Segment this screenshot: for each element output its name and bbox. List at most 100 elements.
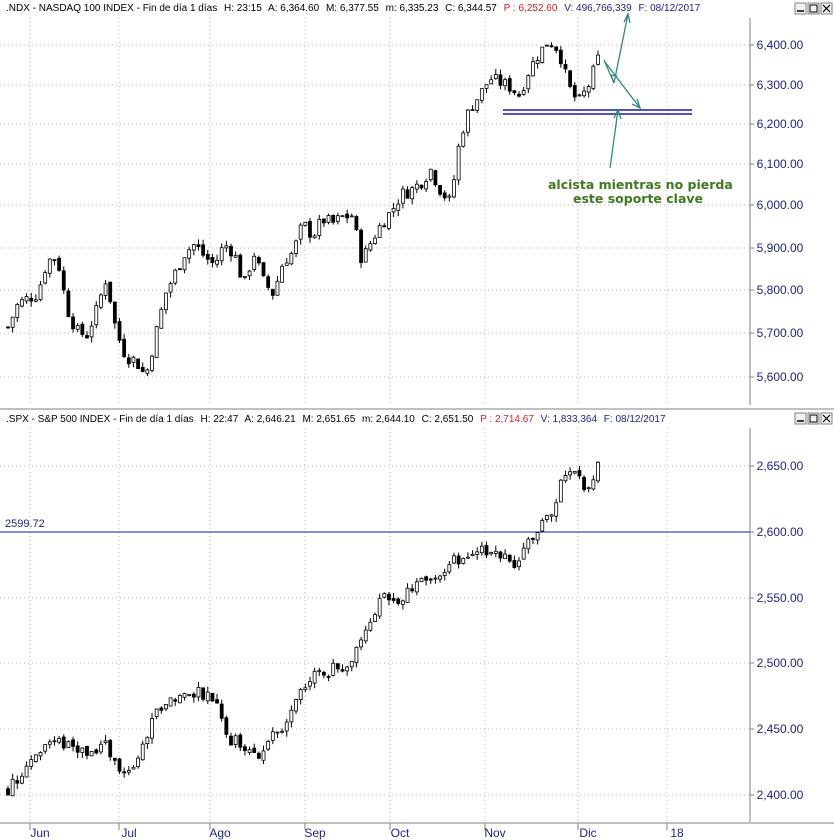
ndx-panel-bg (0, 0, 834, 408)
candle-body (456, 145, 461, 181)
candle-body (224, 717, 229, 735)
candle-body (117, 321, 122, 341)
arrow-head-down (631, 98, 642, 110)
candle-body (531, 538, 535, 540)
candle-body (298, 689, 303, 700)
candle-body (549, 45, 554, 48)
candle-body (61, 270, 66, 291)
candle-body (349, 660, 354, 668)
ndx-maximize-button[interactable] (807, 2, 820, 15)
candle-body (75, 745, 80, 753)
candle-body (112, 301, 117, 324)
price-tick-label: 6,000.00 (757, 198, 804, 212)
candle-body (396, 598, 401, 604)
candle-body (591, 65, 596, 89)
x-axis: Jun Jul Ago Sep Oct Nov Dic 18 (29, 823, 684, 840)
price-tick-label: 5,700.00 (757, 326, 804, 340)
candle-body (177, 268, 182, 271)
spx-header: .SPX - S&P 500 INDEX - Fin de día 1 días… (6, 414, 666, 425)
spx-header-a: A: 2,646.21 (245, 414, 297, 425)
candle-body (414, 183, 419, 190)
candle-body (438, 185, 442, 195)
candle-body (275, 731, 280, 734)
ndx-grid (0, 18, 750, 405)
candle-body (558, 479, 563, 503)
candle-body (419, 184, 424, 189)
candle-body (229, 245, 233, 257)
candle-body (596, 54, 600, 65)
ndx-header-p: P : 6,252.60 (504, 3, 558, 14)
candle-body (345, 213, 350, 219)
candle-body (173, 269, 178, 284)
candle-body (201, 244, 206, 256)
candle-body (261, 262, 266, 277)
candle-body (256, 257, 261, 264)
candle-body (47, 258, 52, 274)
ndx-header-h: H: 23:15 (224, 3, 262, 14)
candle-body (164, 292, 168, 311)
ndx-close-button[interactable] (820, 2, 833, 15)
candle-body (219, 703, 224, 719)
candle-body (456, 555, 461, 565)
candle-body (354, 216, 359, 231)
candle-body (205, 254, 210, 260)
candle-body (103, 740, 108, 744)
month-label: Dic (579, 826, 596, 840)
candle-body (521, 547, 526, 560)
candle-body (452, 555, 456, 564)
candle-body (512, 560, 517, 568)
candle-body (363, 248, 368, 263)
candle-body (145, 369, 150, 374)
month-label: Jul (121, 826, 136, 840)
month-label: Oct (391, 826, 410, 840)
candle-body (238, 254, 243, 278)
price-tick-label: 2,550.00 (757, 591, 804, 605)
candle-body (229, 735, 233, 746)
candle-body (266, 276, 271, 288)
ndx-header-v: V: 496,766,339 (564, 3, 632, 14)
candle-body (414, 581, 419, 593)
candle-body (238, 734, 243, 748)
candle-body (89, 325, 94, 338)
spx-minimize-button[interactable] (794, 412, 807, 425)
ndx-header-f: F: 08/12/2017 (638, 3, 700, 14)
candle-body (331, 214, 336, 223)
ndx-header-m-low: m: 6,335.23 (386, 3, 439, 14)
candle-body (52, 259, 57, 262)
ndx-header-c: C: 6,344.57 (445, 3, 497, 14)
candle-body (345, 666, 350, 672)
candle-body (61, 736, 66, 749)
candle-body (294, 240, 298, 254)
price-tick-label: 5,600.00 (757, 370, 804, 384)
spx-close-button[interactable] (820, 412, 833, 425)
candle-body (591, 479, 596, 490)
candle-body (80, 747, 85, 753)
candle-body (159, 308, 164, 329)
candle-body (154, 708, 159, 717)
candle-body (247, 749, 252, 753)
ndx-minimize-button[interactable] (794, 2, 807, 15)
candle-body (24, 296, 29, 302)
candle-body (554, 46, 559, 51)
candle-body (442, 571, 447, 576)
candle-body (122, 338, 127, 358)
candle-body (131, 356, 136, 363)
price-tick-label: 2,400.00 (757, 788, 804, 802)
arrow-head-support (613, 108, 622, 120)
candle-body (154, 326, 159, 358)
ndx-annotation-line-2: este soporte clave (573, 191, 703, 206)
candle-body (391, 207, 396, 213)
candle-body (126, 357, 131, 365)
candle-body (10, 316, 15, 328)
candle-body (387, 212, 391, 229)
candle-body (126, 770, 131, 773)
spx-maximize-button[interactable] (807, 412, 820, 425)
candle-body (470, 109, 475, 111)
candle-body (582, 476, 586, 491)
ndx-price-axis: 6,400.00 6,300.00 6,200.00 6,100.00 6,000.00… (749, 18, 804, 405)
candle-body (66, 741, 71, 748)
candle-body (33, 754, 38, 762)
candle-body (586, 86, 591, 93)
candle-body (298, 224, 303, 240)
candle-body (243, 275, 247, 278)
